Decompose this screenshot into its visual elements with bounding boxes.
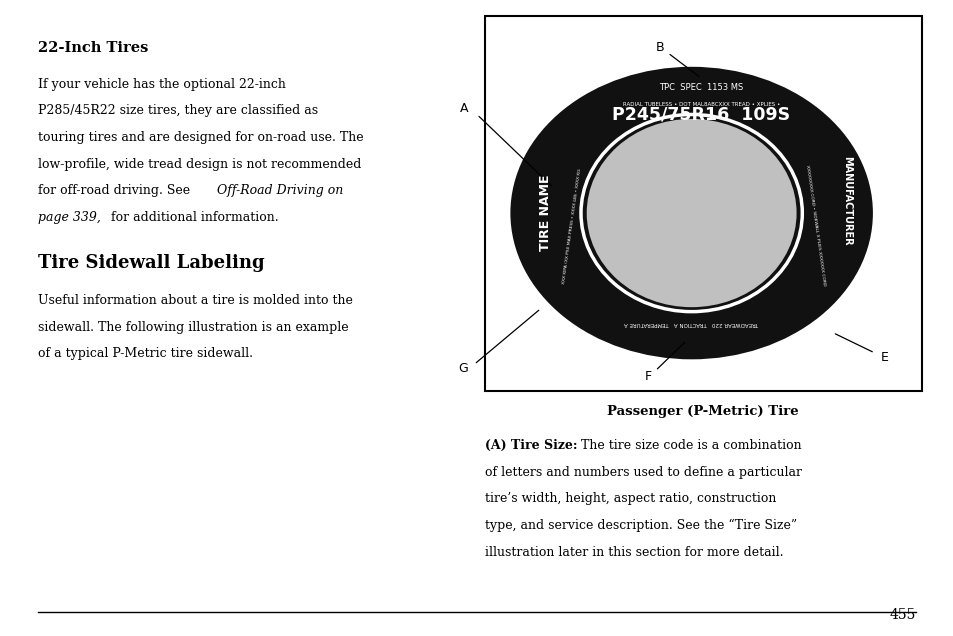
Text: G: G <box>457 363 467 375</box>
Text: (A) Tire Size:: (A) Tire Size: <box>484 439 577 452</box>
Text: for off-road driving. See: for off-road driving. See <box>38 184 194 197</box>
Text: If your vehicle has the optional 22-inch: If your vehicle has the optional 22-inch <box>38 78 286 90</box>
Text: low-profile, wide tread design is not recommended: low-profile, wide tread design is not re… <box>38 158 361 170</box>
Bar <box>484 16 921 391</box>
Text: 455: 455 <box>888 608 915 622</box>
Text: P245/75R16  109S: P245/75R16 109S <box>612 106 789 123</box>
Text: touring tires and are designed for on-road use. The: touring tires and are designed for on-ro… <box>38 131 363 144</box>
Text: Tire Sidewall Labeling: Tire Sidewall Labeling <box>38 254 265 272</box>
Text: TPC  SPEC  1153 MS: TPC SPEC 1153 MS <box>659 83 742 92</box>
Text: C: C <box>663 154 673 167</box>
Text: sidewall. The following illustration is an example: sidewall. The following illustration is … <box>38 321 349 333</box>
Text: Passenger (P-Metric) Tire: Passenger (P-Metric) Tire <box>607 405 798 418</box>
Text: of letters and numbers used to define a particular: of letters and numbers used to define a … <box>484 466 801 478</box>
Text: D: D <box>698 154 707 167</box>
Text: Useful information about a tire is molded into the: Useful information about a tire is molde… <box>38 294 353 307</box>
Text: E: E <box>880 351 887 364</box>
Text: B: B <box>655 41 664 54</box>
Text: of a typical P-Metric tire sidewall.: of a typical P-Metric tire sidewall. <box>38 347 253 360</box>
Text: illustration later in this section for more detail.: illustration later in this section for m… <box>484 546 782 558</box>
Text: type, and service description. See the “Tire Size”: type, and service description. See the “… <box>484 519 796 532</box>
Text: F: F <box>644 370 652 383</box>
Ellipse shape <box>510 67 872 359</box>
Text: Off-Road Driving on: Off-Road Driving on <box>216 184 342 197</box>
Text: P285/45R22 size tires, they are classified as: P285/45R22 size tires, they are classifi… <box>38 104 318 117</box>
Text: The tire size code is a combination: The tire size code is a combination <box>573 439 801 452</box>
Text: RADIAL TUBELESS • DOT MAL8ABCXXX TREAD • XPLIES •: RADIAL TUBELESS • DOT MAL8ABCXXX TREAD •… <box>622 102 779 107</box>
Text: for additional information.: for additional information. <box>103 211 278 224</box>
Text: page 339,: page 339, <box>38 211 101 224</box>
Text: TREADWEAR 220   TRACTION A   TEMPERATURE A: TREADWEAR 220 TRACTION A TEMPERATURE A <box>623 321 759 326</box>
Text: XXX KIPA (XX PSI) MAX PRESS • XXXX LBS • XXXX KG: XXX KIPA (XX PSI) MAX PRESS • XXXX LBS •… <box>561 168 582 284</box>
Text: 22-Inch Tires: 22-Inch Tires <box>38 41 149 55</box>
Ellipse shape <box>586 119 796 307</box>
Text: TIRE NAME: TIRE NAME <box>538 175 552 251</box>
Text: A: A <box>460 102 468 114</box>
Text: MANUFACTURER: MANUFACTURER <box>841 156 851 245</box>
Text: XXXXXXXXX CORD • SIDEWALL X PLIES XXXXXXX CORD: XXXXXXXXX CORD • SIDEWALL X PLIES XXXXXX… <box>804 165 825 287</box>
Text: tire’s width, height, aspect ratio, construction: tire’s width, height, aspect ratio, cons… <box>484 492 775 505</box>
